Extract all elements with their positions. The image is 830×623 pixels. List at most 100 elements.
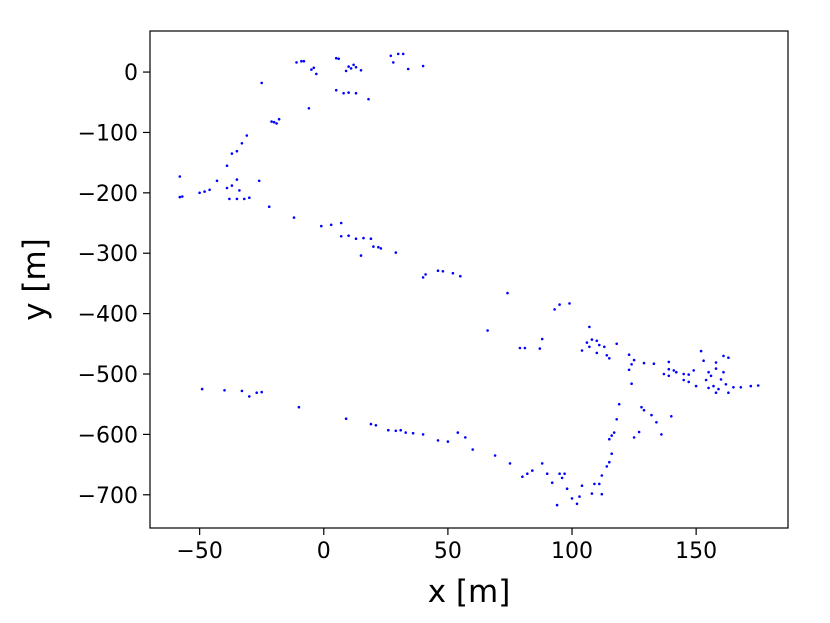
scatter-point (235, 178, 239, 181)
scatter-point (225, 164, 229, 167)
scatter-point (255, 391, 258, 395)
scatter-point (198, 191, 201, 195)
scatter-point (292, 216, 296, 219)
scatter-point (553, 308, 556, 311)
scatter-point (714, 361, 718, 364)
scatter-point (662, 372, 666, 376)
scatter-point (424, 273, 427, 276)
scatter-point (702, 359, 705, 363)
scatter-point (672, 369, 676, 372)
scatter-point (230, 184, 234, 187)
scatter-point (297, 405, 301, 409)
scatter-point (178, 175, 182, 178)
scatter-point (610, 452, 613, 456)
scatter-point (699, 349, 703, 353)
scatter-point (588, 345, 591, 349)
scatter-point (682, 372, 685, 376)
scatter-point (709, 374, 713, 378)
scatter-point (568, 302, 571, 305)
scatter-point (526, 472, 529, 476)
scatter-point (354, 91, 358, 95)
scatter-point (337, 57, 341, 61)
scatter-point (389, 54, 393, 58)
scatter-point (545, 472, 549, 476)
scatter-point (608, 357, 611, 360)
scatter-point (436, 269, 440, 273)
scatter-point (523, 346, 527, 350)
scatter-point (717, 387, 720, 391)
scatter-point (392, 61, 395, 64)
scatter-point (598, 482, 601, 486)
scatter-point (240, 142, 244, 145)
scatter-point (612, 431, 616, 434)
y-tick-label: −400 (78, 303, 138, 328)
scatter-point (352, 63, 355, 67)
x-tick-label: −50 (176, 539, 222, 564)
scatter-point (578, 495, 581, 498)
y-tick-label: −100 (78, 121, 138, 146)
scatter-point (565, 487, 569, 491)
scatter-point (411, 431, 415, 435)
scatter-point (471, 448, 475, 451)
scatter-point (550, 481, 554, 485)
scatter-point (379, 247, 383, 250)
scatter-point (642, 361, 646, 365)
scatter-point (575, 502, 579, 506)
scatter-point (637, 430, 641, 434)
scatter-point (374, 424, 378, 427)
y-tick-label: −500 (78, 363, 138, 388)
scatter-point (260, 81, 264, 85)
scatter-point (248, 395, 251, 398)
scatter-point (421, 64, 425, 68)
scatter-point (650, 413, 653, 417)
scatter-point (277, 117, 281, 121)
scatter-point (707, 370, 710, 374)
scatter-point (394, 251, 398, 254)
scatter-point (627, 368, 631, 372)
scatter-point (756, 384, 760, 387)
scatter-point (441, 270, 445, 273)
scatter-point (315, 72, 318, 76)
scatter-point (660, 433, 663, 436)
scatter-point (372, 245, 375, 248)
scatter-point (506, 291, 509, 295)
scatter-point (344, 69, 348, 73)
scatter-point (238, 189, 241, 192)
scatter-point (667, 360, 671, 364)
scatter-point (329, 223, 333, 227)
scatter-point (347, 91, 350, 94)
scatter-point (615, 342, 618, 346)
scatter-point (354, 237, 358, 240)
scatter-point (260, 390, 264, 394)
scatter-point (406, 67, 410, 71)
scatter-point (369, 422, 373, 426)
scatter-point (235, 197, 239, 201)
scatter-point (667, 374, 671, 378)
y-tick-label: −300 (78, 242, 138, 267)
scatter-point (312, 66, 316, 70)
scatter-point (508, 462, 512, 465)
scatter-point (521, 475, 524, 479)
scatter-point (682, 378, 685, 382)
scatter-point (436, 439, 440, 442)
scatter-point (267, 205, 271, 208)
scatter-point (464, 436, 467, 439)
scatter-point (603, 345, 606, 349)
y-tick-label: −700 (78, 484, 138, 509)
scatter-point (339, 235, 343, 238)
scatter-point (396, 52, 400, 56)
scatter-point (588, 325, 591, 329)
scatter-point (377, 245, 380, 249)
scatter-point (687, 373, 690, 376)
scatter-point (334, 88, 338, 92)
scatter-point (655, 421, 658, 424)
scatter-point (667, 367, 671, 371)
scatter-point (727, 391, 730, 395)
scatter-point (632, 358, 636, 362)
scatter-point (310, 68, 313, 71)
scatter-point (215, 179, 219, 183)
scatter-point (359, 69, 363, 72)
scatter-point (243, 197, 246, 201)
scatter-point (307, 107, 311, 110)
scatter-point (320, 224, 323, 228)
